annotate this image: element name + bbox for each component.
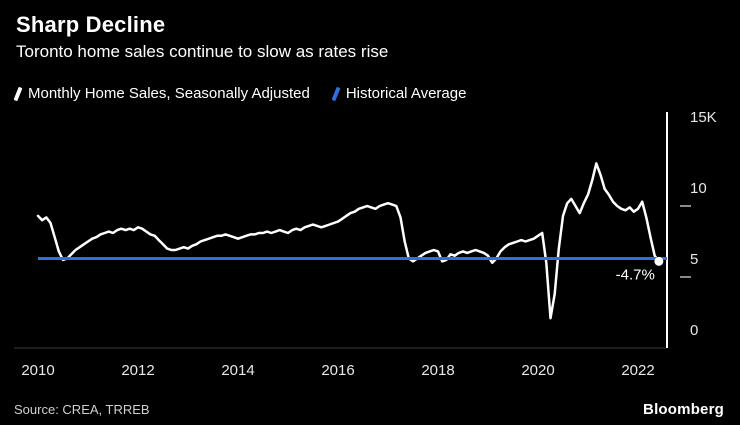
change-annotation: -4.7% — [616, 266, 655, 283]
y-tick-label: 15K — [690, 109, 717, 126]
bloomberg-logo: Bloomberg — [643, 401, 724, 418]
y-tick-label: 5 — [690, 251, 698, 268]
x-tick-label: 2014 — [221, 362, 254, 379]
sales-line — [36, 162, 661, 320]
x-tick-label: 2018 — [421, 362, 454, 379]
end-point-dot — [654, 256, 664, 266]
source-note: Source: CREA, TRREB — [14, 402, 150, 417]
x-tick-label: 2022 — [621, 362, 654, 379]
y-tick-label: 10 — [690, 180, 707, 197]
legend-item-1: Historical Average — [331, 85, 467, 102]
x-tick-label: 2020 — [521, 362, 554, 379]
chart-title: Sharp Decline — [16, 12, 166, 37]
x-tick-label: 2012 — [121, 362, 154, 379]
x-tick-label: 2010 — [21, 362, 54, 379]
legend-label: Historical Average — [345, 85, 467, 102]
legend: Monthly Home Sales, Seasonally Adjusted H… — [13, 85, 467, 102]
chart-subtitle: Toronto home sales continue to slow as r… — [16, 42, 389, 61]
legend-item-0: Monthly Home Sales, Seasonally Adjusted — [13, 85, 310, 102]
y-tick-label: 0 — [690, 322, 698, 339]
x-tick-label: 2016 — [321, 362, 354, 379]
legend-label: Monthly Home Sales, Seasonally Adjusted — [28, 85, 310, 102]
